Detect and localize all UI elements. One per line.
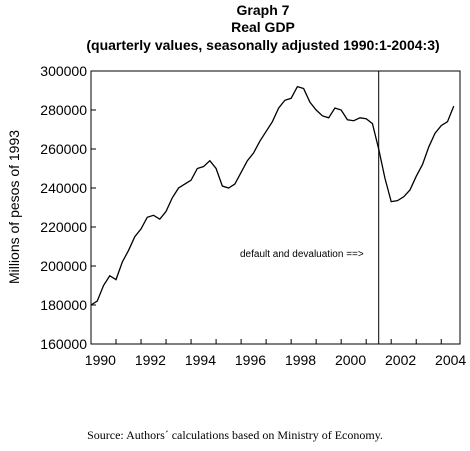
y-tick-label: 180000 bbox=[40, 297, 87, 313]
y-axis-label: Millions of pesos of 1993 bbox=[6, 130, 22, 284]
x-tick-label: 1994 bbox=[185, 352, 216, 368]
default-annotation: default and devaluation ==> bbox=[240, 249, 364, 260]
y-axis: 160000 180000 200000 220000 240000 260000 2800… bbox=[40, 63, 96, 352]
y-tick-label: 220000 bbox=[40, 219, 87, 235]
x-tick-label: 1990 bbox=[85, 352, 116, 368]
y-tick-label: 240000 bbox=[40, 180, 87, 196]
x-tick-label: 1998 bbox=[285, 352, 316, 368]
x-tick-label: 1992 bbox=[135, 352, 166, 368]
y-tick-label: 200000 bbox=[40, 258, 87, 274]
y-tick-label: 260000 bbox=[40, 141, 87, 157]
chart-title: Graph 7 bbox=[236, 2, 290, 18]
gdp-line-chart: 160000 180000 200000 220000 240000 260000 2800… bbox=[6, 63, 466, 368]
x-tick-label: 2000 bbox=[335, 352, 366, 368]
chart-subtitle-detail: (quarterly values, seasonally adjusted 1… bbox=[86, 37, 440, 53]
x-tick-label: 1996 bbox=[235, 352, 266, 368]
x-tick-label: 2002 bbox=[385, 352, 416, 368]
source-note: Source: Authors´ calculations based on M… bbox=[87, 428, 383, 442]
x-tick-label: 2004 bbox=[435, 352, 466, 368]
x-axis: 1990 1992 1994 1996 1998 2000 2002 2004 bbox=[85, 339, 466, 368]
plot-frame bbox=[90, 70, 461, 345]
y-tick-label: 280000 bbox=[40, 102, 87, 118]
y-tick-label: 160000 bbox=[40, 336, 87, 352]
y-tick-label: 300000 bbox=[40, 63, 87, 79]
chart-subtitle: Real GDP bbox=[231, 19, 295, 35]
series-line bbox=[90, 85, 455, 306]
